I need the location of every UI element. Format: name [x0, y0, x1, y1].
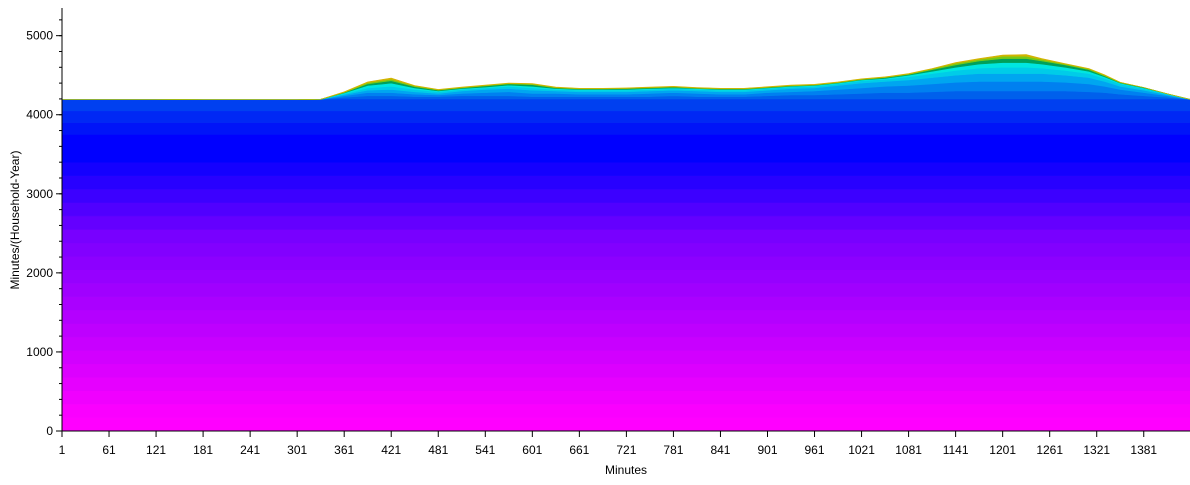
x-tick-label: 301 — [287, 443, 307, 457]
area-series-6 — [61, 350, 1190, 365]
x-tick-label: 481 — [428, 443, 448, 457]
x-tick-label: 181 — [193, 443, 213, 457]
area-series-1 — [61, 417, 1190, 432]
y-axis-title: Minutes/(Household-Year) — [8, 151, 22, 290]
x-tick-label: 61 — [102, 443, 116, 457]
x-tick-label: 1381 — [1130, 443, 1157, 457]
area-series-22 — [61, 122, 1190, 135]
x-tick-label: 841 — [710, 443, 730, 457]
x-tick-label: 1321 — [1083, 443, 1110, 457]
y-tick-label: 2000 — [26, 266, 53, 280]
area-series-4 — [61, 376, 1190, 391]
area-series-17 — [61, 202, 1190, 217]
area-series-3 — [61, 390, 1190, 405]
area-series-32 — [62, 54, 1190, 100]
area-series-20 — [61, 161, 1190, 176]
area-series-14 — [61, 242, 1190, 257]
x-tick-label: 1141 — [943, 443, 969, 457]
area-series-21 — [61, 134, 1190, 163]
x-tick-label: 241 — [240, 443, 260, 457]
x-tick-label: 1201 — [989, 443, 1016, 457]
area-series-23 — [61, 110, 1190, 123]
x-ticks-group: 1 61 121 181 241 301 361 421 481 541 601 661 721 781 8… — [59, 431, 1157, 457]
y-tick-label: 5000 — [26, 29, 53, 43]
x-tick-label: 121 — [146, 443, 166, 457]
area-series-11 — [61, 282, 1190, 297]
area-series-18 — [61, 188, 1190, 203]
y-ticks-group: 0 1000 2000 3000 4000 5000 — [26, 19, 62, 438]
area-series-10 — [61, 296, 1190, 311]
area-series-2 — [61, 403, 1190, 418]
y-tick-label: 3000 — [26, 187, 53, 201]
x-tick-label: 1261 — [1036, 443, 1063, 457]
x-tick-label: 961 — [805, 443, 825, 457]
x-tick-label: 541 — [475, 443, 495, 457]
x-tick-label: 1 — [59, 443, 66, 457]
y-tick-label: 1000 — [26, 345, 53, 359]
x-tick-label: 661 — [569, 443, 589, 457]
y-tick-label: 0 — [46, 424, 53, 438]
x-axis-title: Minutes — [605, 463, 647, 477]
area-series-19 — [61, 175, 1190, 190]
y-tick-label: 4000 — [26, 108, 53, 122]
x-tick-label: 1021 — [848, 443, 875, 457]
area-series-8 — [61, 323, 1190, 338]
area-series-5 — [61, 363, 1190, 378]
area-series-24 — [61, 98, 1190, 112]
area-series-15 — [61, 229, 1190, 244]
x-tick-label: 781 — [663, 443, 683, 457]
area-series-9 — [61, 309, 1190, 324]
x-tick-label: 421 — [381, 443, 401, 457]
area-series-12 — [61, 269, 1190, 284]
x-tick-label: 721 — [616, 443, 636, 457]
x-tick-label: 601 — [522, 443, 542, 457]
x-tick-label: 901 — [757, 443, 777, 457]
x-tick-label: 1081 — [895, 443, 922, 457]
area-series-7 — [61, 336, 1190, 351]
x-tick-label: 361 — [334, 443, 354, 457]
area-series-16 — [61, 215, 1190, 230]
area-series-13 — [61, 256, 1190, 270]
area-series-group — [61, 54, 1190, 432]
